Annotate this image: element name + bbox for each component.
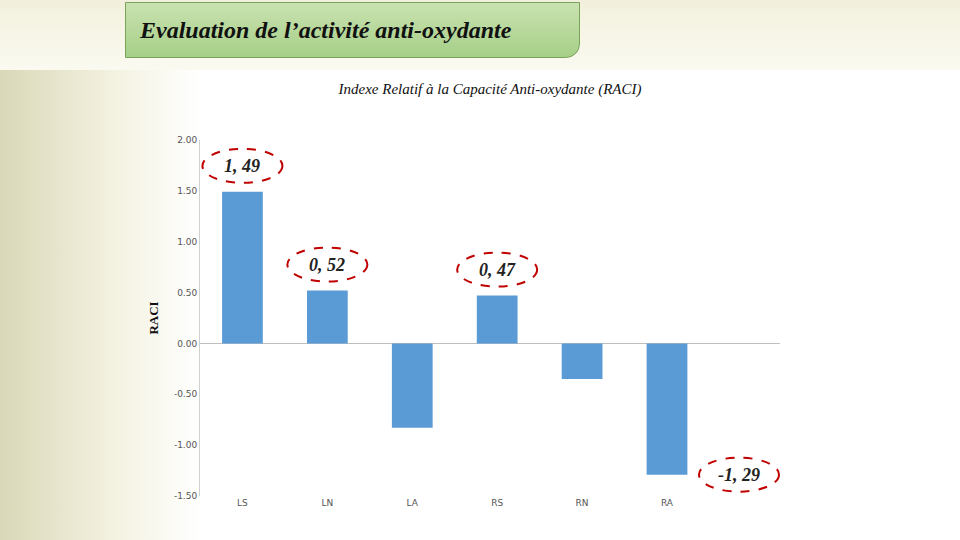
svg-text:0, 47: 0, 47 [479, 260, 516, 280]
svg-text:RS: RS [491, 498, 503, 508]
svg-text:RA: RA [661, 498, 674, 508]
svg-text:1.50: 1.50 [177, 186, 197, 196]
svg-text:RACI: RACI [146, 301, 161, 334]
html-text:Evaluation de l’activité anti-: Evaluation de l’activité anti-oxydante [140, 16, 512, 43]
svg-text:-0.50: -0.50 [174, 389, 198, 399]
svg-text:2.00: 2.00 [177, 135, 197, 145]
svg-text:0, 52: 0, 52 [309, 255, 345, 275]
svg-text:-1.00: -1.00 [174, 440, 198, 450]
svg-text:-1, 29: -1, 29 [718, 465, 760, 485]
svg-text:Indexe Relatif à la Capacité A: Indexe Relatif à la Capacité Anti-oxydan… [338, 81, 642, 98]
svg-text:-1.50: -1.50 [174, 491, 198, 501]
svg-text:0.00: 0.00 [177, 339, 197, 349]
svg-text:RN: RN [576, 498, 589, 508]
svg-text:LS: LS [237, 498, 248, 508]
svg-text:LA: LA [407, 498, 419, 508]
svg-text:LN: LN [321, 498, 333, 508]
svg-text:0.50: 0.50 [177, 288, 197, 298]
svg-text:1.00: 1.00 [177, 237, 197, 247]
svg-text:1, 49: 1, 49 [224, 156, 260, 176]
